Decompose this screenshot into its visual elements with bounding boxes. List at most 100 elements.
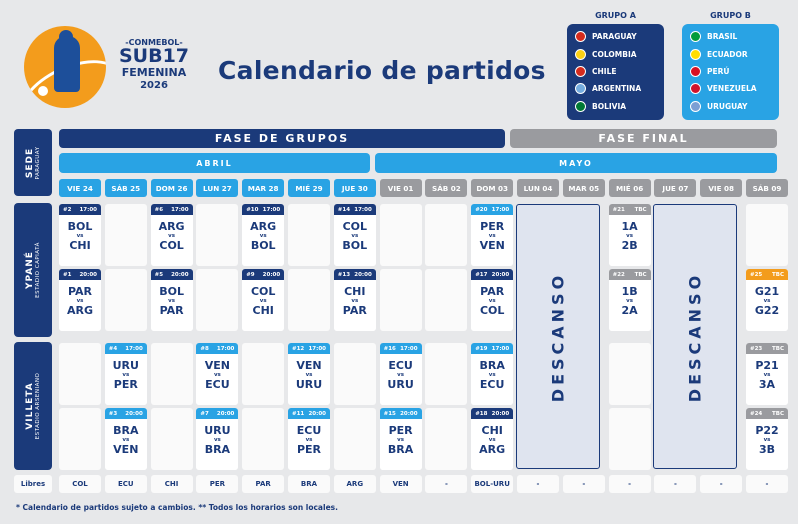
match-card[interactable]: #6 17:00 ARG vs COL xyxy=(150,204,193,266)
match-card[interactable]: #11 20:00 ECU vs PER xyxy=(288,408,330,470)
match-card[interactable]: #16 17:00 ECU vs URU xyxy=(379,343,422,405)
vs-label: vs xyxy=(351,298,359,304)
match-number: #9 xyxy=(246,271,255,278)
empty-cell xyxy=(425,408,468,470)
libres-cell: BOL-URU xyxy=(471,475,514,493)
vs-label: vs xyxy=(213,372,221,378)
match-header: #13 20:00 xyxy=(333,269,376,280)
match-header: #4 17:00 xyxy=(104,343,147,354)
flag-icon xyxy=(690,65,701,77)
vs-label: vs xyxy=(168,298,176,304)
sede-label: SEDE PARAGUAY xyxy=(14,129,52,196)
match-card[interactable]: #20 17:00 PER vs VEN xyxy=(471,204,514,266)
match-number: #16 xyxy=(383,345,396,352)
day-header: VIE 01 xyxy=(379,179,422,197)
group-team: URUGUAY xyxy=(690,98,771,115)
match-time: 20:00 xyxy=(171,271,189,278)
match-time: TBC xyxy=(634,271,647,278)
match-card[interactable]: #22 TBC 1B vs 2A xyxy=(608,269,651,331)
match-time: 17:00 xyxy=(491,345,510,352)
libres-cell: - xyxy=(608,475,651,493)
flag-icon xyxy=(690,31,701,43)
home-team: COL xyxy=(342,220,368,233)
sede-country: PARAGUAY xyxy=(35,146,41,179)
libres-cell: - xyxy=(425,475,468,493)
match-card[interactable]: #19 17:00 BRA vs ECU xyxy=(471,343,514,405)
empty-cell xyxy=(333,408,376,470)
vs-label: vs xyxy=(351,233,359,239)
match-card[interactable]: #12 17:00 VEN vs URU xyxy=(288,343,330,405)
venue-stadium: ESTADIO CAPIATÁ xyxy=(35,242,41,298)
match-number: #2 xyxy=(63,206,72,213)
page-title: Calendario de partidos xyxy=(218,56,546,85)
home-team: 1B xyxy=(621,285,638,298)
match-number: #11 xyxy=(292,410,305,417)
match-number: #23 xyxy=(750,345,763,352)
match-card[interactable]: #21 TBC 1A vs 2B xyxy=(608,204,651,266)
match-header: #10 17:00 xyxy=(242,204,285,215)
match-header: #12 17:00 xyxy=(288,343,330,354)
match-card[interactable]: #1 20:00 PAR vs ARG xyxy=(59,269,101,331)
match-number: #17 xyxy=(475,271,488,278)
match-card[interactable]: #14 17:00 COL vs BOL xyxy=(333,204,376,266)
away-team: ECU xyxy=(479,378,505,391)
home-team: P22 xyxy=(755,424,779,437)
venue-villeta: VILLETA ESTADIO ARSENIANO xyxy=(14,342,52,470)
match-header: #15 20:00 xyxy=(379,408,422,419)
match-header: #5 20:00 xyxy=(150,269,193,280)
empty-cell xyxy=(333,343,376,405)
match-card[interactable]: #13 20:00 CHI vs PAR xyxy=(333,269,376,331)
empty-cell xyxy=(425,343,468,405)
match-card[interactable]: #18 20:00 CHI vs ARG xyxy=(471,408,514,470)
match-card[interactable]: #5 20:00 BOL vs PAR xyxy=(150,269,193,331)
match-header: #8 17:00 xyxy=(196,343,239,354)
rest-block: DESCANSO xyxy=(516,204,600,469)
home-team: CHI xyxy=(344,285,366,298)
away-team: BRA xyxy=(387,443,414,456)
match-number: #14 xyxy=(337,206,351,213)
match-number: #18 xyxy=(475,410,488,417)
match-time: 20:00 xyxy=(79,271,97,278)
away-team: 2B xyxy=(621,239,638,252)
libres-cell: - xyxy=(517,475,559,493)
match-header: #18 20:00 xyxy=(471,408,514,419)
vs-label: vs xyxy=(488,437,496,443)
match-card[interactable]: #25 TBC G21 vs G22 xyxy=(746,269,788,331)
away-team: COL xyxy=(479,304,505,317)
match-card[interactable]: #9 20:00 COL vs CHI xyxy=(242,269,285,331)
group-team: BOLIVIA xyxy=(575,98,656,115)
venue-stadium: ESTADIO ARSENIANO xyxy=(35,372,41,440)
empty-cell xyxy=(150,343,193,405)
match-card[interactable]: #15 20:00 PER vs BRA xyxy=(379,408,422,470)
match-card[interactable]: #24 TBC P22 vs 3B xyxy=(746,408,788,470)
libres-cell: - xyxy=(746,475,788,493)
match-card[interactable]: #7 20:00 URU vs BRA xyxy=(196,408,239,470)
day-header: DOM 26 xyxy=(150,179,193,197)
away-team: VEN xyxy=(479,239,505,252)
match-time: 20:00 xyxy=(354,271,372,278)
vs-label: vs xyxy=(763,372,771,378)
match-card[interactable]: #23 TBC P21 vs 3A xyxy=(746,343,788,405)
team-name: CHILE xyxy=(592,66,617,76)
home-team: ECU xyxy=(388,359,413,372)
match-card[interactable]: #3 20:00 BRA vs VEN xyxy=(104,408,147,470)
empty-cell xyxy=(288,269,330,331)
libres-cell: COL xyxy=(59,475,101,493)
empty-cell xyxy=(288,204,330,266)
match-card[interactable]: #17 20:00 PAR vs COL xyxy=(471,269,514,331)
empty-cell xyxy=(59,343,101,405)
match-card[interactable]: #8 17:00 VEN vs ECU xyxy=(196,343,239,405)
away-team: PER xyxy=(296,443,322,456)
vs-label: vs xyxy=(122,372,130,378)
match-card[interactable]: #4 17:00 URU vs PER xyxy=(104,343,147,405)
match-card[interactable]: #2 17:00 BOL vs CHI xyxy=(59,204,101,266)
vs-label: vs xyxy=(488,372,496,378)
empty-cell xyxy=(425,269,468,331)
vs-label: vs xyxy=(76,298,84,304)
away-team: CHI xyxy=(252,304,274,317)
empty-cell xyxy=(242,408,285,470)
match-card[interactable]: #10 17:00 ARG vs BOL xyxy=(242,204,285,266)
flag-icon xyxy=(575,65,586,77)
away-team: PAR xyxy=(159,304,184,317)
home-team: BOL xyxy=(159,285,184,298)
